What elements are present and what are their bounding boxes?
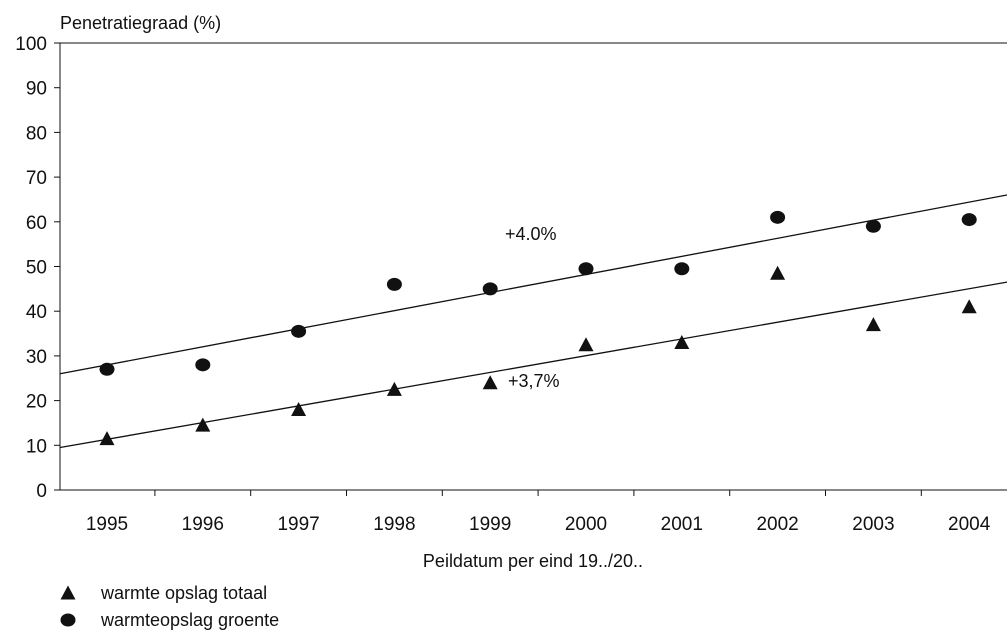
x-tick-label: 2003 bbox=[852, 514, 894, 535]
x-ticks: 1995 1996 1997 1998 1999 2000 2001 2002 2003 2004 bbox=[86, 490, 991, 535]
trend-label-groente: +4.0% bbox=[505, 224, 557, 244]
y-ticks: 0 10 20 30 40 50 60 70 80 90 100 bbox=[15, 34, 60, 502]
y-tick-label: 40 bbox=[26, 302, 47, 323]
y-tick-label: 30 bbox=[26, 347, 47, 368]
circle-marker bbox=[865, 219, 881, 233]
data-markers bbox=[99, 210, 977, 446]
circle-marker bbox=[386, 277, 402, 291]
x-tick-label: 1998 bbox=[373, 514, 415, 535]
circle-marker bbox=[770, 210, 786, 224]
y-tick-label: 90 bbox=[26, 79, 47, 100]
x-tick-label: 2000 bbox=[565, 514, 607, 535]
circle-marker bbox=[961, 213, 977, 227]
y-tick-label: 100 bbox=[15, 34, 47, 55]
x-axis-title: Peildatum per eind 19../20.. bbox=[423, 551, 643, 571]
x-tick-label: 1997 bbox=[277, 514, 319, 535]
trend-line-totaal bbox=[59, 281, 1007, 449]
y-tick-label: 70 bbox=[26, 168, 47, 189]
triangle-marker bbox=[865, 317, 881, 332]
triangle-marker bbox=[770, 265, 786, 280]
legend-label: warmte opslag totaal bbox=[100, 583, 267, 603]
legend: warmte opslag totaal warmteopslag groente bbox=[60, 583, 279, 630]
triangle-marker bbox=[386, 381, 402, 396]
x-tick-label: 2001 bbox=[661, 514, 703, 535]
circle-marker bbox=[99, 362, 115, 376]
trend-lines bbox=[59, 194, 1007, 449]
circle-marker bbox=[482, 282, 498, 296]
y-tick-label: 80 bbox=[26, 123, 47, 144]
triangle-marker bbox=[674, 334, 690, 349]
trend-annotations: +3,7% +4.0% bbox=[505, 224, 560, 391]
y-tick-label: 0 bbox=[36, 481, 47, 502]
x-tick-label: 2004 bbox=[948, 514, 991, 535]
trend-label-totaal: +3,7% bbox=[508, 371, 560, 391]
triangle-marker bbox=[578, 337, 594, 352]
y-axis-title: Penetratiegraad (%) bbox=[60, 13, 221, 33]
x-tick-label: 1996 bbox=[182, 514, 224, 535]
x-tick-label: 1999 bbox=[469, 514, 511, 535]
circle-marker bbox=[291, 324, 307, 338]
circle-marker bbox=[674, 262, 690, 276]
y-tick-label: 50 bbox=[26, 258, 47, 279]
circle-marker bbox=[195, 358, 211, 372]
y-tick-label: 10 bbox=[26, 436, 47, 457]
trend-line-groente bbox=[59, 194, 1007, 375]
triangle-marker bbox=[195, 417, 211, 432]
y-tick-label: 20 bbox=[26, 392, 47, 413]
triangle-marker bbox=[99, 431, 115, 446]
triangle-marker bbox=[291, 402, 307, 417]
legend-label: warmteopslag groente bbox=[100, 610, 279, 630]
legend-triangle-marker bbox=[60, 585, 76, 600]
triangle-marker bbox=[961, 299, 977, 314]
circle-marker bbox=[578, 262, 594, 276]
x-tick-label: 1995 bbox=[86, 514, 128, 535]
x-tick-label: 2002 bbox=[756, 514, 798, 535]
legend-circle-marker bbox=[60, 613, 76, 627]
triangle-marker bbox=[482, 375, 498, 390]
y-tick-label: 60 bbox=[26, 213, 47, 234]
